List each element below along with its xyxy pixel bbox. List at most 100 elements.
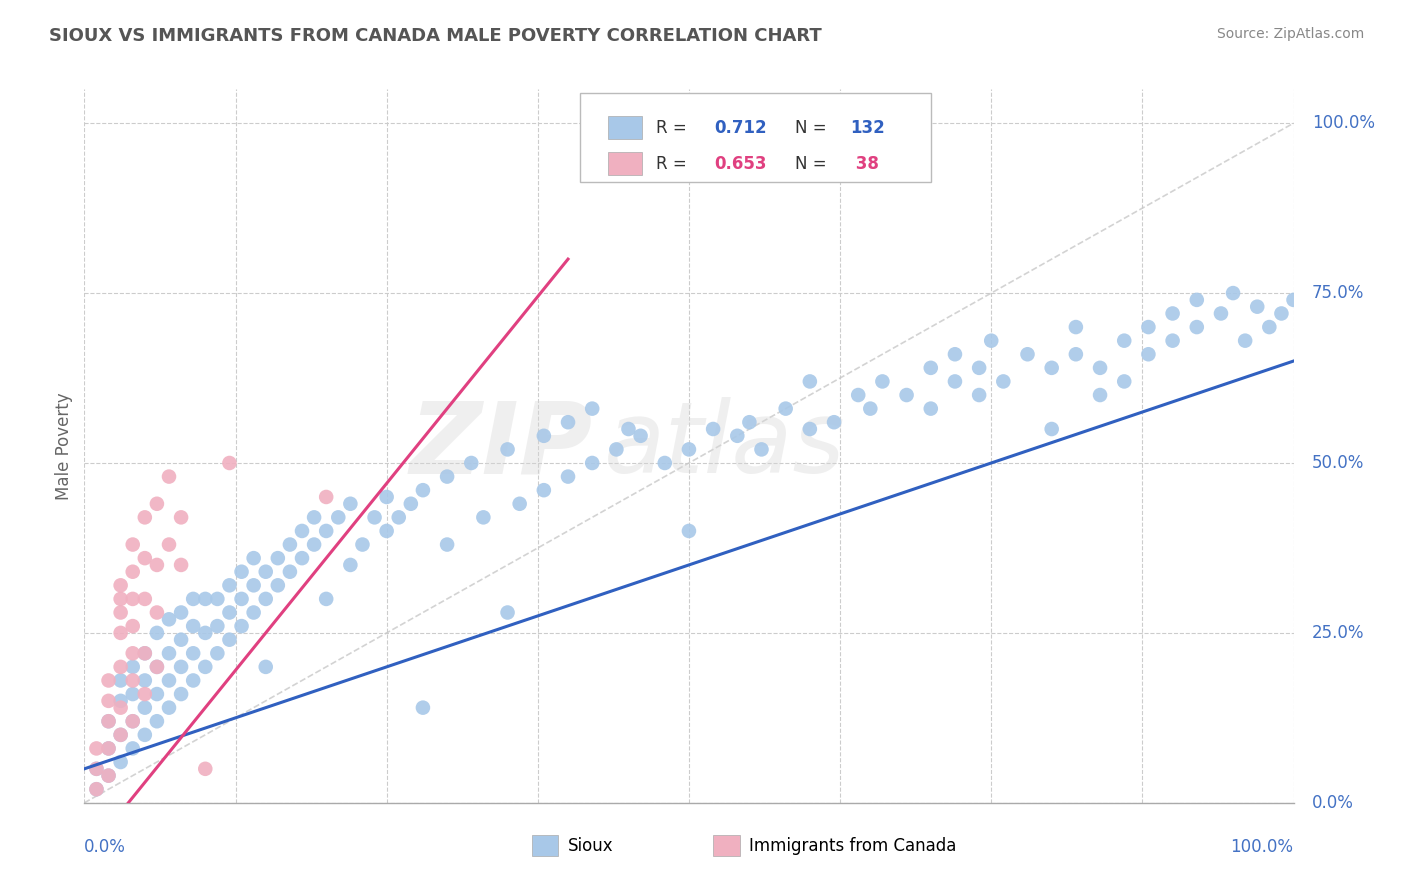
Point: [557, 469, 579, 483]
Point: [943, 347, 966, 361]
Point: [170, 687, 193, 701]
Text: Immigrants from Canada: Immigrants from Canada: [749, 837, 956, 855]
Point: [496, 442, 519, 457]
Bar: [607, 116, 641, 139]
Point: [110, 660, 132, 674]
Point: [557, 415, 579, 429]
Point: [267, 578, 290, 592]
Text: 25.0%: 25.0%: [1312, 624, 1364, 642]
Point: [110, 694, 132, 708]
Point: [110, 591, 132, 606]
Point: [157, 612, 180, 626]
Point: [920, 360, 942, 375]
Point: [436, 469, 458, 483]
Point: [134, 728, 156, 742]
Text: 50.0%: 50.0%: [1312, 454, 1364, 472]
Point: [110, 606, 132, 620]
Point: [110, 626, 132, 640]
Text: SIOUX VS IMMIGRANTS FROM CANADA MALE POVERTY CORRELATION CHART: SIOUX VS IMMIGRANTS FROM CANADA MALE POV…: [49, 27, 823, 45]
Point: [97, 769, 120, 783]
Point: [920, 401, 942, 416]
Point: [97, 769, 120, 783]
Point: [799, 422, 821, 436]
Point: [121, 660, 143, 674]
Point: [121, 619, 143, 633]
Point: [86, 762, 108, 776]
Point: [97, 694, 120, 708]
Point: [97, 741, 120, 756]
Point: [110, 728, 132, 742]
Point: [630, 429, 652, 443]
Point: [231, 619, 253, 633]
FancyBboxPatch shape: [581, 93, 931, 182]
Bar: [607, 153, 641, 175]
Point: [339, 558, 361, 572]
Point: [110, 728, 132, 742]
Point: [181, 591, 204, 606]
Point: [496, 606, 519, 620]
Point: [86, 762, 108, 776]
Point: [302, 537, 325, 551]
Point: [134, 646, 156, 660]
Point: [97, 673, 120, 688]
Text: 0.0%: 0.0%: [1312, 794, 1354, 812]
Text: N =: N =: [796, 119, 832, 136]
Point: [181, 673, 204, 688]
Point: [207, 646, 229, 660]
Text: ZIP: ZIP: [409, 398, 592, 494]
Point: [181, 619, 204, 633]
Point: [207, 619, 229, 633]
Point: [725, 429, 748, 443]
Point: [328, 510, 350, 524]
Point: [134, 687, 156, 701]
Point: [86, 782, 108, 797]
Point: [291, 524, 314, 538]
Text: Source: ZipAtlas.com: Source: ZipAtlas.com: [1216, 27, 1364, 41]
Point: [1137, 320, 1160, 334]
Point: [980, 334, 1002, 348]
Point: [134, 700, 156, 714]
Point: [170, 660, 193, 674]
Point: [146, 687, 169, 701]
Point: [1258, 320, 1281, 334]
Point: [775, 401, 797, 416]
Point: [533, 429, 555, 443]
Point: [751, 442, 773, 457]
Point: [1246, 300, 1268, 314]
Point: [121, 714, 143, 729]
Text: 100.0%: 100.0%: [1312, 114, 1375, 132]
Point: [121, 714, 143, 729]
Point: [1114, 334, 1136, 348]
Point: [194, 626, 217, 640]
Point: [581, 456, 603, 470]
Point: [267, 551, 290, 566]
Point: [146, 660, 169, 674]
Point: [702, 422, 724, 436]
Point: [121, 646, 143, 660]
Point: [533, 483, 555, 498]
Point: [605, 442, 627, 457]
Point: [993, 375, 1015, 389]
Point: [1161, 334, 1184, 348]
Point: [352, 537, 374, 551]
Point: [121, 687, 143, 701]
Point: [121, 537, 143, 551]
Point: [254, 660, 277, 674]
Point: [121, 741, 143, 756]
Point: [1161, 306, 1184, 320]
Point: [375, 524, 398, 538]
Text: 75.0%: 75.0%: [1312, 284, 1364, 302]
Bar: [713, 835, 740, 856]
Point: [1234, 334, 1257, 348]
Point: [110, 700, 132, 714]
Text: 0.0%: 0.0%: [84, 838, 127, 856]
Point: [472, 510, 495, 524]
Point: [134, 646, 156, 660]
Point: [134, 673, 156, 688]
Point: [859, 401, 882, 416]
Point: [97, 741, 120, 756]
Point: [121, 673, 143, 688]
Point: [1064, 347, 1087, 361]
Point: [181, 646, 204, 660]
Text: R =: R =: [657, 154, 692, 173]
